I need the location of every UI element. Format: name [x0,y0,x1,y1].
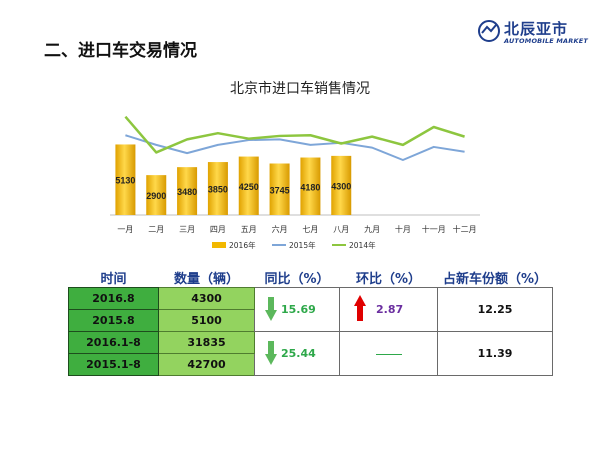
bar-value-label: 4180 [300,182,320,192]
bar-value-label: 3850 [208,185,228,195]
x-tick-label: 十一月 [422,224,446,234]
sales-chart: 5130 2900 3480 3850 4250 3745 4180 4300 一月 二月 三月 四月… [110,115,480,250]
period-cell: 2016.1-8 [68,331,159,354]
yoy-cell: 15.69 [254,287,340,332]
legend-label: 2014年 [349,240,376,250]
x-tick-label: 二月 [148,225,164,234]
yoy-value: 15.69 [281,303,316,316]
quantity-cell: 31835 [158,331,255,354]
chart-title: 北京市进口车销售情况 [230,81,370,97]
period-cell: 2016.8 [68,287,159,310]
legend-swatch [212,242,226,248]
mom-value: 2.87 [376,303,404,316]
quantity-cell: 4300 [158,287,255,310]
bar-value-label: 5130 [115,176,135,186]
bar-八月 [331,155,352,215]
arrow-down-icon [265,297,277,321]
logo-emblem-icon [478,20,500,42]
legend-label: 2015年 [289,240,316,250]
bar-七月 [300,157,321,215]
header-yoy: 同比（%） [264,272,330,287]
x-tick-label: 七月 [302,225,318,234]
legend-label: 2016年 [229,240,256,250]
section-title: 二、进口车交易情况 [44,41,197,61]
header-quantity: 数量（辆） [173,272,239,287]
x-tick-label: 五月 [241,225,257,234]
bar-三月 [177,167,198,215]
x-tick-label: 十二月 [453,224,477,234]
quantity-cell: 42700 [158,353,255,376]
mom-dash [375,353,402,355]
series-line-2015年 [125,134,465,161]
x-tick-label: 四月 [210,225,226,234]
header-mom: 环比（%） [355,272,422,287]
bar-五月 [238,156,259,215]
table-row: 2016.8 4300 15.69 2.87 12.25 [68,287,553,332]
bar-四月 [207,162,228,215]
table-row: 2015.1-8 42700 [68,353,553,376]
arrow-down-icon [265,341,277,365]
bar-六月 [269,163,290,215]
mom-cell [339,331,438,376]
header-period: 时间 [100,272,127,287]
bar-value-label: 4300 [331,181,351,191]
x-tick-label: 八月 [333,225,349,234]
x-tick-label: 十月 [395,224,411,234]
header-share: 占新车份额（%） [442,272,548,287]
x-tick-label: 三月 [179,225,195,234]
mom-cell: 2.87 [339,287,438,332]
brand-logo: 北辰亚市 AUTOMOBILE MARKET [478,16,590,50]
logo-subtitle: AUTOMOBILE MARKET [504,37,589,45]
series-line-2014年 [124,115,465,154]
bar-二月 [146,175,167,215]
bar-value-label: 3480 [177,187,197,197]
bar-value-label: 4250 [239,182,259,192]
arrow-up-icon [354,295,366,321]
x-tick-label: 一月 [117,225,133,234]
table-row: 2016.1-8 31835 25.44 11.39 [68,331,553,376]
yoy-value: 25.44 [281,347,316,360]
bar-value-label: 2900 [146,191,166,201]
logo-name: 北辰亚市 [504,20,569,38]
share-cell: 12.25 [437,287,553,332]
x-tick-label: 六月 [272,224,288,234]
table-row: 2015.8 5100 [68,309,553,332]
share-cell: 11.39 [437,331,553,376]
yoy-cell: 25.44 [254,331,340,376]
period-cell: 2015.1-8 [68,353,159,376]
quantity-cell: 5100 [158,309,255,332]
table-header-row: 时间 数量（辆） 同比（%） 环比（%） 占新车份额（%） [69,268,553,288]
bar-一月 [115,144,136,215]
sales-summary-table: 时间 数量（辆） 同比（%） 环比（%） 占新车份额（%） 2016.8 430… [68,268,553,376]
bar-value-label: 3745 [270,185,290,195]
x-tick-label: 九月 [364,225,380,234]
period-cell: 2015.8 [68,309,159,332]
